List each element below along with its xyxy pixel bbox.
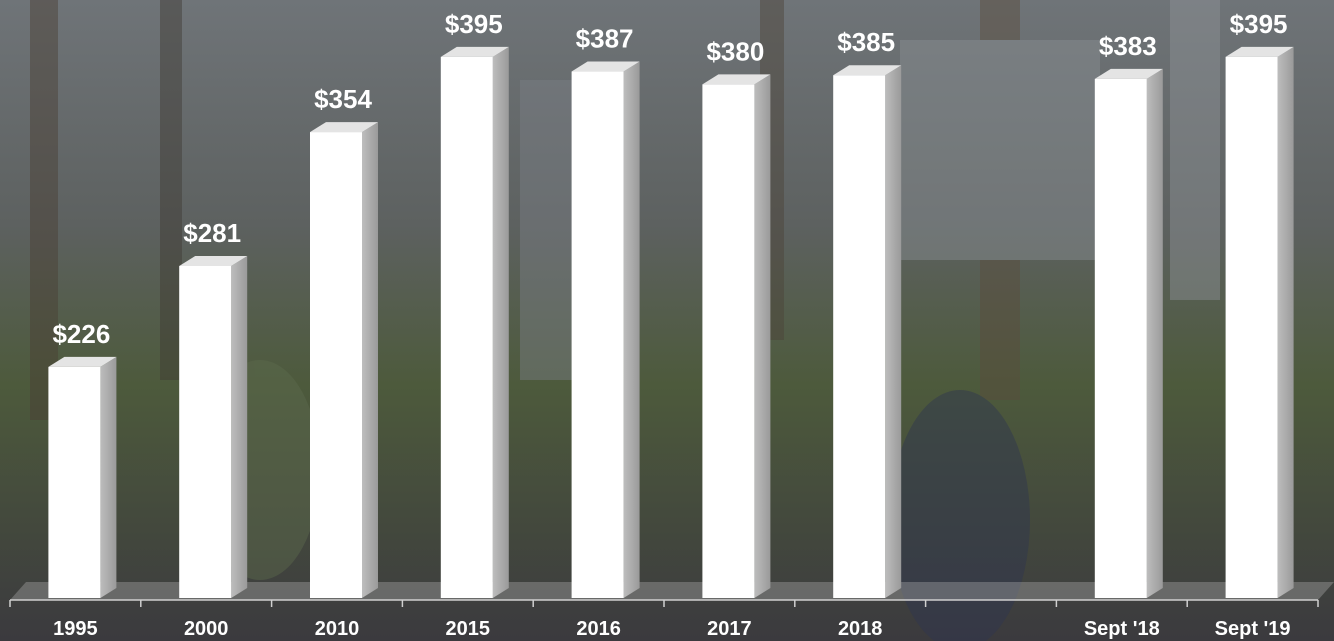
bar-side <box>885 65 901 598</box>
x-tick-label: Sept '18 <box>1084 618 1160 640</box>
bar-side <box>1278 47 1294 598</box>
bar-side <box>624 62 640 598</box>
value-label: $354 <box>314 84 372 114</box>
x-tick-label: Sept '19 <box>1215 618 1291 640</box>
x-tick-label: 2000 <box>184 618 229 640</box>
bar <box>572 72 624 598</box>
page: 1995 $226 2000 $281 2010 $354 2015 $395 2016 $387… <box>0 0 1334 641</box>
bar <box>833 75 885 598</box>
x-tick-label: 1995 <box>53 618 98 640</box>
bar-side <box>362 122 378 598</box>
bar <box>48 367 100 598</box>
value-label: $281 <box>183 218 241 248</box>
value-label: $395 <box>1230 9 1288 39</box>
bar <box>1226 57 1278 598</box>
value-label: $383 <box>1099 31 1157 61</box>
x-tick-label: 2018 <box>838 618 883 640</box>
value-label: $380 <box>706 36 764 66</box>
bar <box>310 132 362 598</box>
bar-side <box>231 256 247 598</box>
x-tick-label: 2016 <box>576 618 621 640</box>
bar-side <box>1147 69 1163 598</box>
bar-side <box>100 357 116 598</box>
bar <box>1095 79 1147 598</box>
bar <box>702 84 754 598</box>
bar <box>441 57 493 598</box>
bar-side <box>493 47 509 598</box>
value-label: $385 <box>837 27 895 57</box>
value-label: $226 <box>52 319 110 349</box>
x-tick-label: 2017 <box>707 618 752 640</box>
value-label: $395 <box>445 9 503 39</box>
bar <box>179 266 231 598</box>
x-tick-label: 2010 <box>315 618 360 640</box>
chart: 1995 $226 2000 $281 2010 $354 2015 $395 2016 $387… <box>0 0 1334 641</box>
value-label: $387 <box>576 24 634 54</box>
x-tick-label: 2015 <box>446 618 491 640</box>
bar-side <box>754 74 770 598</box>
